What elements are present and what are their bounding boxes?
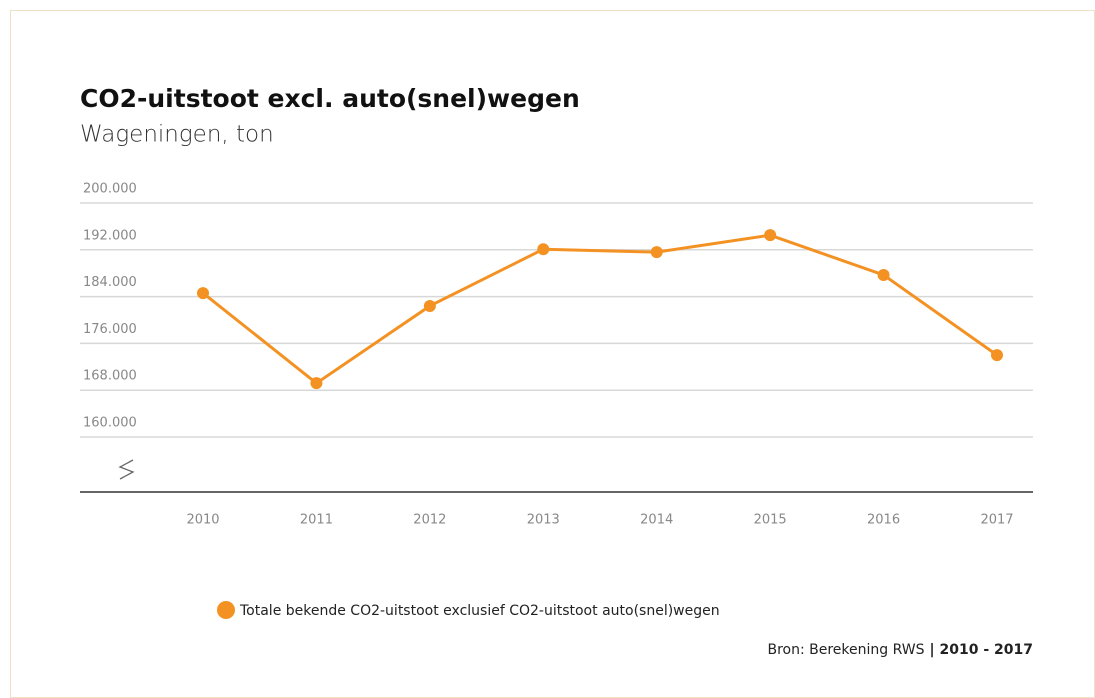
y-tick-label: 184.000	[83, 275, 137, 290]
frame	[10, 10, 1095, 698]
source-period: | 2010 - 2017	[930, 642, 1033, 658]
chart-subtitle: Wageningen, ton	[80, 122, 274, 148]
source-text: Bron: Berekening RWS	[767, 642, 924, 658]
data-point	[877, 268, 890, 281]
data-point	[310, 377, 323, 390]
x-tick-label: 2011	[300, 513, 333, 528]
x-tick-label: 2017	[980, 513, 1013, 528]
y-tick-label: 160.000	[83, 416, 137, 431]
x-tick-label: 2010	[186, 513, 219, 528]
data-point	[764, 229, 777, 242]
y-tick-label: 192.000	[83, 228, 137, 243]
data-point	[423, 299, 436, 312]
chart-title: CO2-uitstoot excl. auto(snel)wegen	[80, 84, 580, 113]
x-tick-label: 2013	[527, 513, 560, 528]
x-tick-label: 2016	[867, 513, 900, 528]
legend: Totale bekende CO2-uitstoot exclusief CO…	[217, 601, 720, 619]
y-tick-label: 200.000	[83, 182, 137, 197]
data-point	[650, 246, 663, 259]
y-tick-label: 176.000	[83, 322, 137, 337]
data-point	[197, 287, 209, 300]
x-tick-label: 2015	[754, 513, 787, 528]
data-point	[537, 243, 550, 256]
source: Bron: Berekening RWS | 2010 - 2017	[767, 642, 1033, 658]
axis-break	[118, 459, 135, 480]
x-tick-label: 2012	[413, 513, 446, 528]
y-tick-label: 168.000	[83, 369, 137, 384]
x-tick-label: 2014	[640, 513, 673, 528]
data-point	[991, 349, 1003, 362]
legend-swatch	[217, 601, 235, 619]
legend-label: Totale bekende CO2-uitstoot exclusief CO…	[239, 603, 720, 619]
series-line	[202, 233, 998, 386]
